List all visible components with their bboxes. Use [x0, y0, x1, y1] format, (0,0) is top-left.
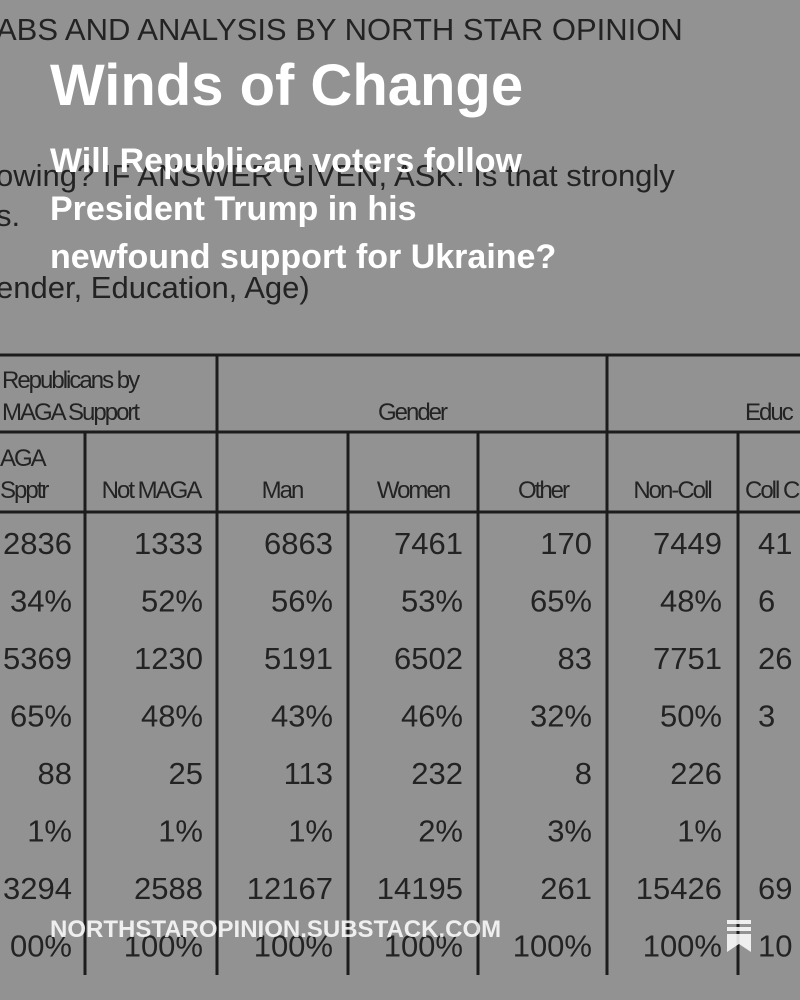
table-cell: 170	[540, 526, 592, 561]
table-cell: 1%	[158, 814, 203, 849]
group-header: MAGA Support	[2, 399, 140, 426]
group-header: Republicans by	[2, 367, 140, 394]
table-cell: 10	[758, 929, 792, 964]
column-header: Man	[262, 477, 303, 504]
table-cell: 43%	[271, 699, 333, 734]
table-cell: 113	[284, 756, 333, 791]
bg-line: s.	[0, 198, 20, 233]
table-cell: 50%	[660, 699, 722, 734]
table-cell: 69	[758, 871, 792, 906]
table-cell: 100%	[254, 929, 333, 964]
table-cell: 00%	[10, 929, 72, 964]
table-cell: 56%	[271, 584, 333, 619]
bookmark-icon[interactable]	[727, 920, 751, 952]
table-cell: 6	[758, 584, 775, 619]
subtitle: Will Republican voters follow	[50, 142, 523, 180]
table-cell: 100%	[384, 929, 463, 964]
table-cell: 15426	[636, 871, 722, 906]
table-cell: 2836	[3, 526, 72, 561]
group-header: Educ	[745, 399, 794, 426]
table-grid	[0, 353, 800, 975]
column-header: Other	[518, 477, 570, 504]
table-cell: 12167	[247, 871, 333, 906]
table-cell: 100%	[513, 929, 592, 964]
table-cell: 6863	[264, 526, 333, 561]
table-cell: 5369	[3, 641, 72, 676]
table-cell: 88	[38, 756, 72, 791]
table-cell: 26	[758, 641, 792, 676]
table-cell: 48%	[660, 584, 722, 619]
table-cell: 100%	[124, 929, 203, 964]
column-header: Women	[377, 477, 450, 504]
table-cell: 2588	[134, 871, 203, 906]
table-cell: 52%	[141, 584, 203, 619]
table-cell: 3294	[3, 871, 72, 906]
column-header: Not MAGA	[102, 477, 203, 504]
table-cell: 32%	[530, 699, 592, 734]
title: Winds of Change	[50, 53, 523, 118]
table-cell: 1333	[134, 526, 203, 561]
table-cell: 2%	[418, 814, 463, 849]
table-cell: 41	[758, 526, 792, 561]
group-header: Gender	[378, 399, 448, 426]
url[interactable]: NORTHSTAROPINION.SUBSTACK.COM	[50, 916, 501, 943]
column-header: Coll C	[745, 477, 800, 504]
table-cell: 65%	[530, 584, 592, 619]
table-cell: 8	[575, 756, 592, 791]
column-header: Non-Coll	[633, 477, 711, 504]
column-header: Spptr	[0, 477, 49, 504]
table-cell: 25	[169, 756, 203, 791]
table-cell: 83	[558, 641, 592, 676]
table-cell: 261	[540, 871, 592, 906]
bg-heading: ABS AND ANALYSIS BY NORTH STAR OPINION	[0, 12, 683, 47]
column-header: AGA	[0, 445, 47, 472]
table-cell: 6502	[394, 641, 463, 676]
table-cell: 3%	[547, 814, 592, 849]
table-cell: 34%	[10, 584, 72, 619]
table-cell: 226	[670, 756, 722, 791]
table-cell: 7449	[653, 526, 722, 561]
table-cell: 7751	[653, 641, 722, 676]
table-cell: 100%	[643, 929, 722, 964]
subtitle: newfound support for Ukraine?	[50, 238, 556, 276]
table-cell: 46%	[401, 699, 463, 734]
table-cell: 3	[758, 699, 775, 734]
table-cell: 1%	[27, 814, 72, 849]
table-cell: 65%	[10, 699, 72, 734]
subtitle: President Trump in his	[50, 190, 417, 228]
table-cell: 7461	[394, 526, 463, 561]
table-cell: 5191	[264, 641, 333, 676]
bg-line: owing? IF ANSWER GIVEN, ASK: Is that str…	[0, 158, 675, 193]
table-cell: 14195	[377, 871, 463, 906]
table-cell: 232	[411, 756, 463, 791]
table-cell: 1230	[134, 641, 203, 676]
table-cell: 1%	[288, 814, 333, 849]
bg-line: ender, Education, Age)	[0, 270, 310, 305]
table-cell: 48%	[141, 699, 203, 734]
table-cell: 1%	[677, 814, 722, 849]
table-cell: 53%	[401, 584, 463, 619]
